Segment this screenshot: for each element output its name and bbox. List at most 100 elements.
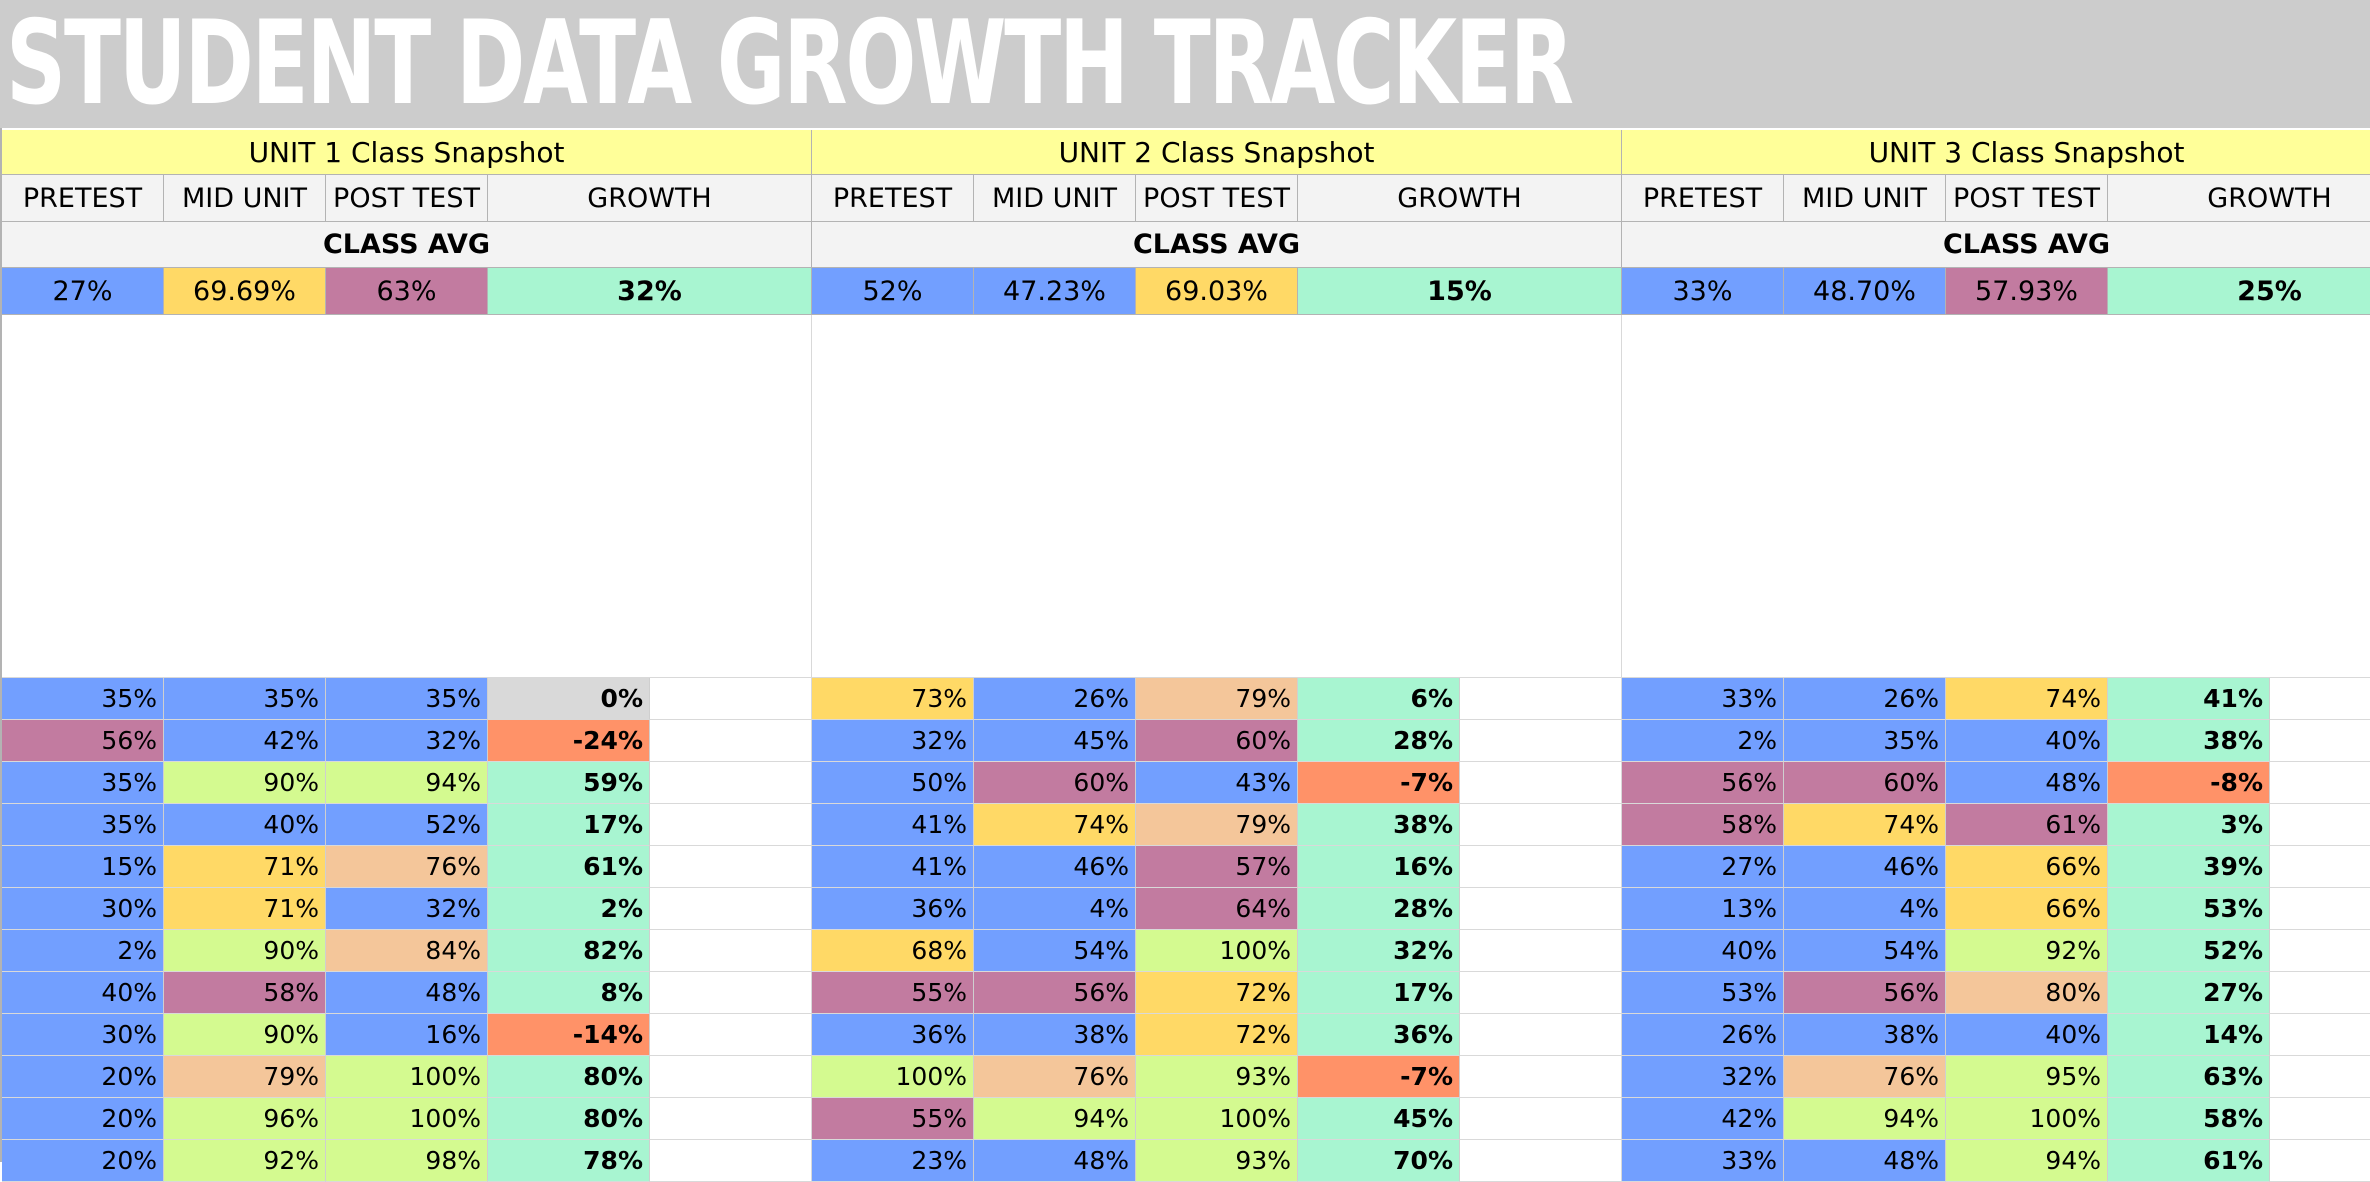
score-cell[interactable]: 60% bbox=[1136, 720, 1298, 762]
empty-cell[interactable] bbox=[1460, 720, 1622, 762]
score-cell[interactable]: 40% bbox=[164, 804, 326, 846]
score-cell[interactable]: 48% bbox=[326, 972, 488, 1014]
column-header-pretest[interactable]: PRETEST bbox=[2, 175, 164, 222]
score-cell[interactable]: 4% bbox=[1784, 888, 1946, 930]
score-cell[interactable]: 32% bbox=[1622, 1056, 1784, 1098]
class-avg-value[interactable]: 52% bbox=[812, 268, 974, 315]
column-header-post-test[interactable]: POST TEST bbox=[1136, 175, 1298, 222]
score-cell[interactable]: 6% bbox=[1298, 678, 1460, 720]
score-cell[interactable]: 28% bbox=[1298, 888, 1460, 930]
score-cell[interactable]: 58% bbox=[164, 972, 326, 1014]
class-avg-value[interactable]: 47.23% bbox=[974, 268, 1136, 315]
empty-cell[interactable] bbox=[1460, 1140, 1622, 1182]
score-cell[interactable]: -8% bbox=[2108, 762, 2270, 804]
column-header-mid-unit[interactable]: MID UNIT bbox=[164, 175, 326, 222]
score-cell[interactable]: 79% bbox=[1136, 804, 1298, 846]
score-cell[interactable]: 54% bbox=[974, 930, 1136, 972]
score-cell[interactable]: 0% bbox=[488, 678, 650, 720]
score-cell[interactable]: 41% bbox=[2108, 678, 2270, 720]
score-cell[interactable]: 30% bbox=[2, 1014, 164, 1056]
score-cell[interactable]: 41% bbox=[812, 804, 974, 846]
score-cell[interactable]: 68% bbox=[812, 930, 974, 972]
score-cell[interactable]: 90% bbox=[164, 930, 326, 972]
score-cell[interactable]: 15% bbox=[2, 846, 164, 888]
score-cell[interactable]: 72% bbox=[1136, 1014, 1298, 1056]
score-cell[interactable]: 2% bbox=[2, 930, 164, 972]
score-cell[interactable]: 84% bbox=[326, 930, 488, 972]
empty-cell[interactable] bbox=[2270, 888, 2370, 930]
score-cell[interactable]: 53% bbox=[2108, 888, 2270, 930]
empty-cell[interactable] bbox=[1460, 1056, 1622, 1098]
score-cell[interactable]: 60% bbox=[974, 762, 1136, 804]
score-cell[interactable]: 2% bbox=[488, 888, 650, 930]
score-cell[interactable]: 92% bbox=[164, 1140, 326, 1182]
column-header-pretest[interactable]: PRETEST bbox=[812, 175, 974, 222]
score-cell[interactable]: 46% bbox=[974, 846, 1136, 888]
score-cell[interactable]: 58% bbox=[1622, 804, 1784, 846]
score-cell[interactable]: 35% bbox=[2, 678, 164, 720]
score-cell[interactable]: 76% bbox=[974, 1056, 1136, 1098]
score-cell[interactable]: 56% bbox=[974, 972, 1136, 1014]
empty-cell[interactable] bbox=[2270, 1098, 2370, 1140]
score-cell[interactable]: 28% bbox=[1298, 720, 1460, 762]
score-cell[interactable]: 39% bbox=[2108, 846, 2270, 888]
class-avg-value[interactable]: 33% bbox=[1622, 268, 1784, 315]
score-cell[interactable]: 52% bbox=[2108, 930, 2270, 972]
score-cell[interactable]: 45% bbox=[1298, 1098, 1460, 1140]
column-header-growth[interactable]: GROWTH bbox=[1298, 175, 1622, 222]
score-cell[interactable]: 93% bbox=[1136, 1056, 1298, 1098]
score-cell[interactable]: 94% bbox=[1784, 1098, 1946, 1140]
score-cell[interactable]: 13% bbox=[1622, 888, 1784, 930]
empty-cell[interactable] bbox=[650, 1014, 812, 1056]
score-cell[interactable]: 50% bbox=[812, 762, 974, 804]
class-avg-value[interactable]: 32% bbox=[488, 268, 812, 315]
score-cell[interactable]: 100% bbox=[812, 1056, 974, 1098]
score-cell[interactable]: 40% bbox=[1622, 930, 1784, 972]
empty-cell[interactable] bbox=[2270, 1056, 2370, 1098]
score-cell[interactable]: 54% bbox=[1784, 930, 1946, 972]
empty-cell[interactable] bbox=[650, 1098, 812, 1140]
empty-cell[interactable] bbox=[1460, 846, 1622, 888]
score-cell[interactable]: 56% bbox=[1784, 972, 1946, 1014]
class-avg-value[interactable]: 69.03% bbox=[1136, 268, 1298, 315]
score-cell[interactable]: 8% bbox=[488, 972, 650, 1014]
score-cell[interactable]: 38% bbox=[2108, 720, 2270, 762]
score-cell[interactable]: 56% bbox=[2, 720, 164, 762]
score-cell[interactable]: 42% bbox=[1622, 1098, 1784, 1140]
score-cell[interactable]: 27% bbox=[1622, 846, 1784, 888]
class-avg-label[interactable]: CLASS AVG bbox=[1622, 222, 2370, 268]
class-avg-value[interactable]: 63% bbox=[326, 268, 488, 315]
column-header-post-test[interactable]: POST TEST bbox=[1946, 175, 2108, 222]
class-avg-value[interactable]: 57.93% bbox=[1946, 268, 2108, 315]
score-cell[interactable]: 35% bbox=[1784, 720, 1946, 762]
class-avg-label[interactable]: CLASS AVG bbox=[812, 222, 1622, 268]
score-cell[interactable]: 35% bbox=[164, 678, 326, 720]
empty-cell[interactable] bbox=[2270, 1014, 2370, 1056]
column-header-growth[interactable]: GROWTH bbox=[488, 175, 812, 222]
column-header-growth[interactable]: GROWTH bbox=[2108, 175, 2370, 222]
class-avg-label[interactable]: CLASS AVG bbox=[2, 222, 812, 268]
score-cell[interactable]: 36% bbox=[1298, 1014, 1460, 1056]
empty-cell[interactable] bbox=[1460, 804, 1622, 846]
empty-cell[interactable] bbox=[1460, 762, 1622, 804]
score-cell[interactable]: 58% bbox=[2108, 1098, 2270, 1140]
score-cell[interactable]: 100% bbox=[1136, 1098, 1298, 1140]
score-cell[interactable]: 70% bbox=[1298, 1140, 1460, 1182]
score-cell[interactable]: 4% bbox=[974, 888, 1136, 930]
score-cell[interactable]: 96% bbox=[164, 1098, 326, 1140]
score-cell[interactable]: -7% bbox=[1298, 762, 1460, 804]
score-cell[interactable]: 94% bbox=[1946, 1140, 2108, 1182]
class-avg-value[interactable]: 15% bbox=[1298, 268, 1622, 315]
score-cell[interactable]: 33% bbox=[1622, 678, 1784, 720]
score-cell[interactable]: 71% bbox=[164, 888, 326, 930]
score-cell[interactable]: 42% bbox=[164, 720, 326, 762]
score-cell[interactable]: 100% bbox=[326, 1098, 488, 1140]
empty-cell[interactable] bbox=[650, 720, 812, 762]
empty-cell[interactable] bbox=[650, 1140, 812, 1182]
score-cell[interactable]: 57% bbox=[1136, 846, 1298, 888]
empty-cell[interactable] bbox=[2270, 972, 2370, 1014]
score-cell[interactable]: 35% bbox=[2, 804, 164, 846]
score-cell[interactable]: 90% bbox=[164, 762, 326, 804]
score-cell[interactable]: 30% bbox=[2, 888, 164, 930]
score-cell[interactable]: 43% bbox=[1136, 762, 1298, 804]
